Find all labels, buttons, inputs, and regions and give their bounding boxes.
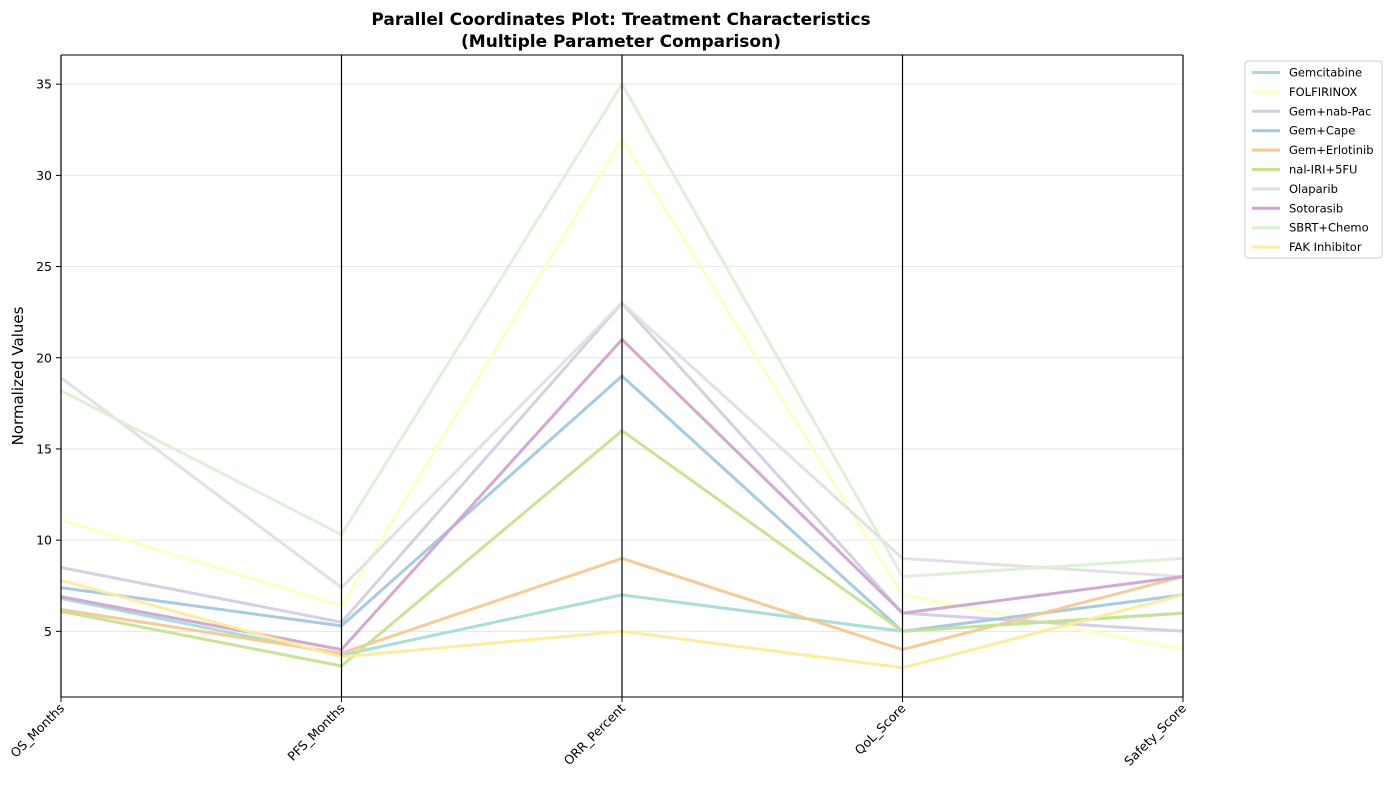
legend-label: Sotorasib <box>1289 201 1343 215</box>
chart-title: Parallel Coordinates Plot: Treatment Cha… <box>371 10 870 30</box>
legend: Gemcitabine FOLFIRINOX Gem+nab-Pac Gem+Cape… <box>1244 60 1383 259</box>
x-tick-label: QoL_Score <box>852 700 909 757</box>
y-tick-label: 20 <box>36 350 52 365</box>
x-tick-label: OS_Months <box>7 701 67 761</box>
x-tick-label: Safety_Score <box>1121 700 1189 768</box>
y-tick-label: 10 <box>36 533 52 548</box>
legend-label: Gem+Cape <box>1289 124 1355 138</box>
legend-label: Gem+nab-Pac <box>1289 104 1371 118</box>
y-tick-label: 15 <box>36 441 52 456</box>
legend-label: Gemcitabine <box>1289 66 1362 80</box>
legend-label: FAK Inhibitor <box>1289 240 1362 254</box>
x-tick-label: ORR_Percent <box>561 700 629 768</box>
y-tick-label: 5 <box>44 624 52 639</box>
chart-subtitle: (Multiple Parameter Comparison) <box>461 32 781 52</box>
plot-frame <box>60 54 1184 698</box>
y-tick-label: 30 <box>36 168 52 183</box>
legend-label: Gem+Erlotinib <box>1289 143 1374 157</box>
legend-label: FOLFIRINOX <box>1289 85 1357 99</box>
legend-label: Olaparib <box>1289 182 1338 196</box>
y-tick-label: 25 <box>36 259 52 274</box>
legend-label: SBRT+Chemo <box>1289 221 1369 235</box>
y-tick-label: 35 <box>36 77 52 92</box>
x-tick-label: PFS_Months <box>284 701 347 764</box>
y-axis-title: Normalized Values <box>9 306 27 445</box>
legend-label: nal-IRI+5FU <box>1289 163 1357 177</box>
